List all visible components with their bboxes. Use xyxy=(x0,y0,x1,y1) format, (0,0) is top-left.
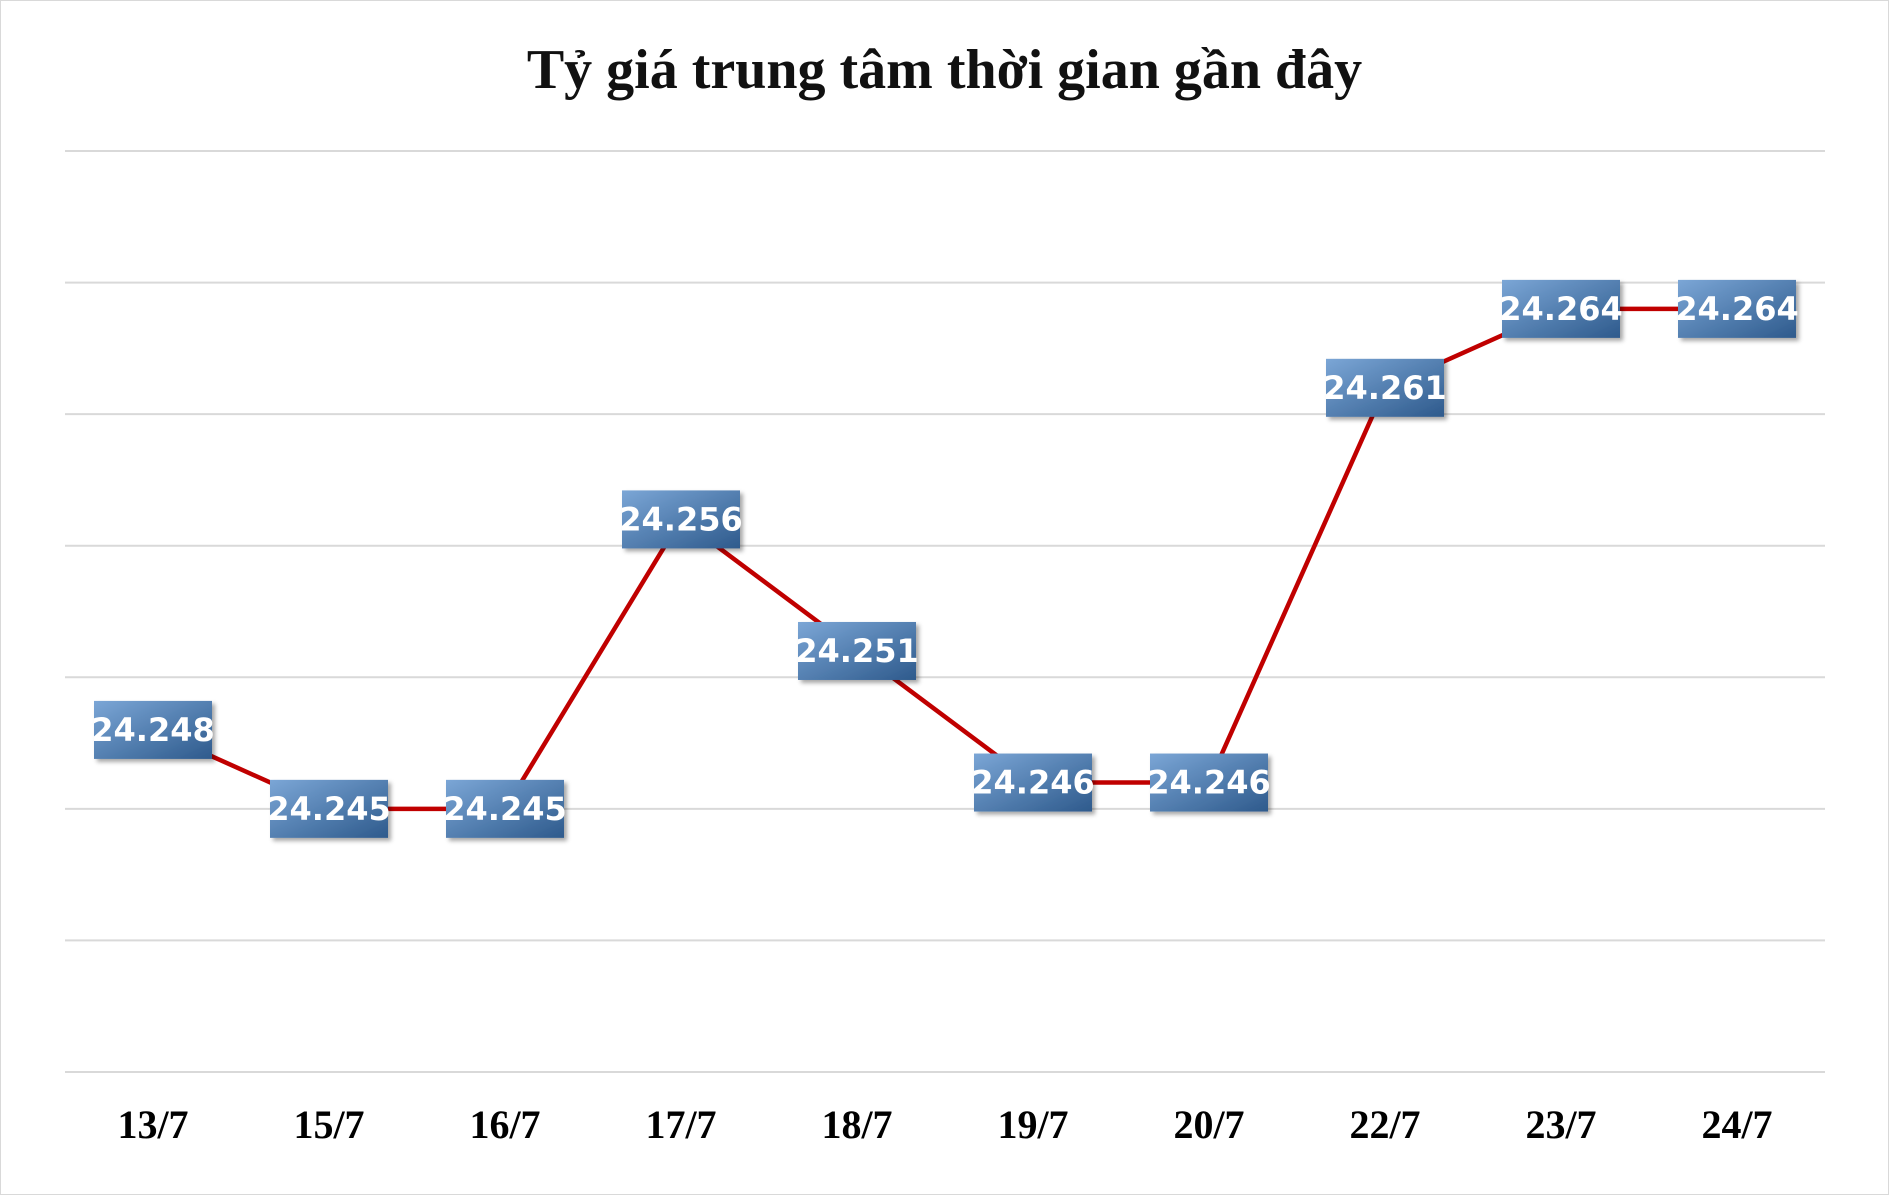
x-axis-ticks: 13/7 15/7 16/7 17/7 18/7 19/7 20/7 22/7 23/7 24/7 xyxy=(117,1102,1772,1147)
data-label-text: 24.264 xyxy=(1675,290,1798,328)
series-line xyxy=(152,306,1737,812)
data-label: 24.245 xyxy=(267,779,391,838)
data-label: 24.248 xyxy=(91,700,215,759)
data-label-text: 24.246 xyxy=(1147,764,1270,802)
data-label-text: 24.256 xyxy=(619,500,742,538)
data-label-box xyxy=(1678,279,1796,338)
data-label-box xyxy=(798,621,916,680)
data-label-box xyxy=(270,779,388,838)
data-label: 24.251 xyxy=(795,621,919,680)
data-label-text: 24.245 xyxy=(443,790,566,828)
x-tick-label: 15/7 xyxy=(293,1102,364,1147)
data-label: 24.246 xyxy=(971,753,1095,812)
data-label: 24.256 xyxy=(619,490,743,549)
data-label-box xyxy=(1150,753,1268,812)
x-tick-label: 24/7 xyxy=(1701,1102,1772,1147)
data-label-text: 24.264 xyxy=(1499,290,1622,328)
data-label-box xyxy=(1502,279,1620,338)
data-label-text: 24.245 xyxy=(267,790,390,828)
x-tick-label: 22/7 xyxy=(1349,1102,1420,1147)
data-label-box xyxy=(1326,358,1444,417)
x-tick-label: 18/7 xyxy=(821,1102,892,1147)
x-tick-label: 20/7 xyxy=(1173,1102,1244,1147)
data-label-box xyxy=(94,700,212,759)
x-tick-label: 23/7 xyxy=(1525,1102,1596,1147)
x-tick-label: 17/7 xyxy=(645,1102,716,1147)
data-label: 24.245 xyxy=(443,779,567,838)
series-group xyxy=(150,305,1740,812)
x-tick-label: 13/7 xyxy=(117,1102,188,1147)
data-label-text: 24.248 xyxy=(91,711,214,749)
chart-title: Tỷ giá trung tâm thời gian gần đây xyxy=(526,39,1363,101)
gridlines xyxy=(65,150,1825,1073)
data-labels: 24.248 24.245 24.245 24.256 24.251 24.246 24.2… xyxy=(91,279,1799,838)
data-label-box xyxy=(974,753,1092,812)
data-label-text: 24.261 xyxy=(1323,369,1446,407)
data-label: 24.264 xyxy=(1499,279,1623,338)
data-label-text: 24.246 xyxy=(971,764,1094,802)
x-tick-label: 19/7 xyxy=(997,1102,1068,1147)
data-label: 24.264 xyxy=(1675,279,1799,338)
data-label: 24.261 xyxy=(1323,358,1447,417)
data-label-text: 24.251 xyxy=(795,632,918,670)
data-label-box xyxy=(622,490,740,549)
data-label: 24.246 xyxy=(1147,753,1271,812)
data-label-box xyxy=(446,779,564,838)
x-tick-label: 16/7 xyxy=(469,1102,540,1147)
